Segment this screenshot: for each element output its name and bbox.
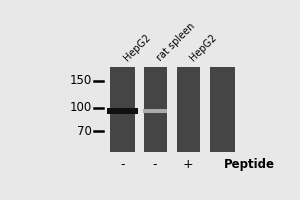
Text: HepG2: HepG2 (122, 33, 153, 63)
Bar (110, 67, 135, 152)
Bar (135, 67, 145, 152)
Text: 150: 150 (70, 74, 92, 87)
Text: 70: 70 (77, 125, 92, 138)
Text: +: + (182, 158, 193, 171)
Text: Peptide: Peptide (224, 158, 274, 171)
Bar (107, 108, 138, 114)
Text: -: - (153, 158, 157, 171)
Text: HepG2: HepG2 (188, 33, 218, 63)
Text: -: - (120, 158, 124, 171)
Bar (143, 67, 167, 152)
Text: 100: 100 (70, 101, 92, 114)
Bar (175, 67, 200, 152)
Bar (168, 67, 177, 152)
Text: rat spleen: rat spleen (155, 21, 197, 63)
Bar (143, 109, 167, 113)
Bar (210, 67, 235, 152)
